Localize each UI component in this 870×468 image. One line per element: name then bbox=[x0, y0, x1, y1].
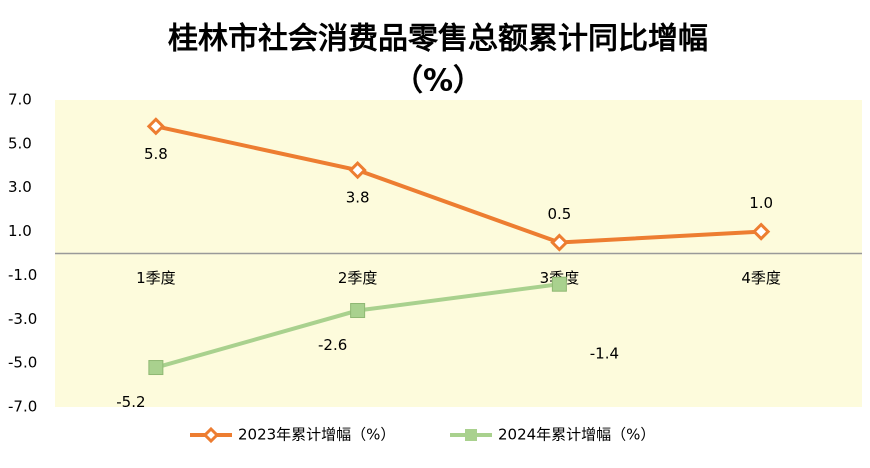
data-label: -5.2 bbox=[116, 393, 145, 411]
marker bbox=[551, 276, 567, 292]
y-tick-label: -1.0 bbox=[8, 266, 37, 284]
y-tick-label: 3.0 bbox=[8, 178, 32, 196]
x-tick-label: 1季度 bbox=[136, 269, 176, 287]
y-tick-label: 5.0 bbox=[8, 134, 32, 152]
marker bbox=[146, 117, 165, 136]
y-tick-label: -7.0 bbox=[8, 398, 37, 416]
marker bbox=[350, 303, 366, 319]
marker bbox=[148, 360, 164, 376]
legend-marker bbox=[202, 426, 220, 444]
y-tick-label: -3.0 bbox=[8, 310, 37, 328]
legend-marker bbox=[465, 429, 477, 441]
y-tick-label: 1.0 bbox=[8, 222, 32, 240]
y-tick-label: -5.0 bbox=[8, 354, 37, 372]
chart-title: 桂林市社会消费品零售总额累计同比增幅 bbox=[168, 22, 708, 57]
x-tick-label: 4季度 bbox=[741, 269, 781, 287]
y-tick-label: 7.0 bbox=[8, 91, 32, 109]
legend-label: 2023年累计增幅（%） bbox=[238, 426, 395, 444]
data-label: 3.8 bbox=[346, 189, 370, 207]
series-line bbox=[155, 124, 762, 245]
marker bbox=[752, 222, 771, 241]
marker bbox=[348, 161, 367, 180]
data-label: 5.8 bbox=[144, 145, 168, 163]
chart-subtitle: （%） bbox=[393, 64, 483, 99]
x-tick-label: 2季度 bbox=[338, 269, 378, 287]
data-label: -2.6 bbox=[318, 336, 347, 354]
legend-label: 2024年累计增幅（%） bbox=[498, 426, 655, 444]
data-label: -1.4 bbox=[590, 345, 619, 363]
marker bbox=[550, 233, 569, 252]
data-label: 1.0 bbox=[749, 194, 773, 212]
data-label: 0.5 bbox=[547, 205, 571, 223]
